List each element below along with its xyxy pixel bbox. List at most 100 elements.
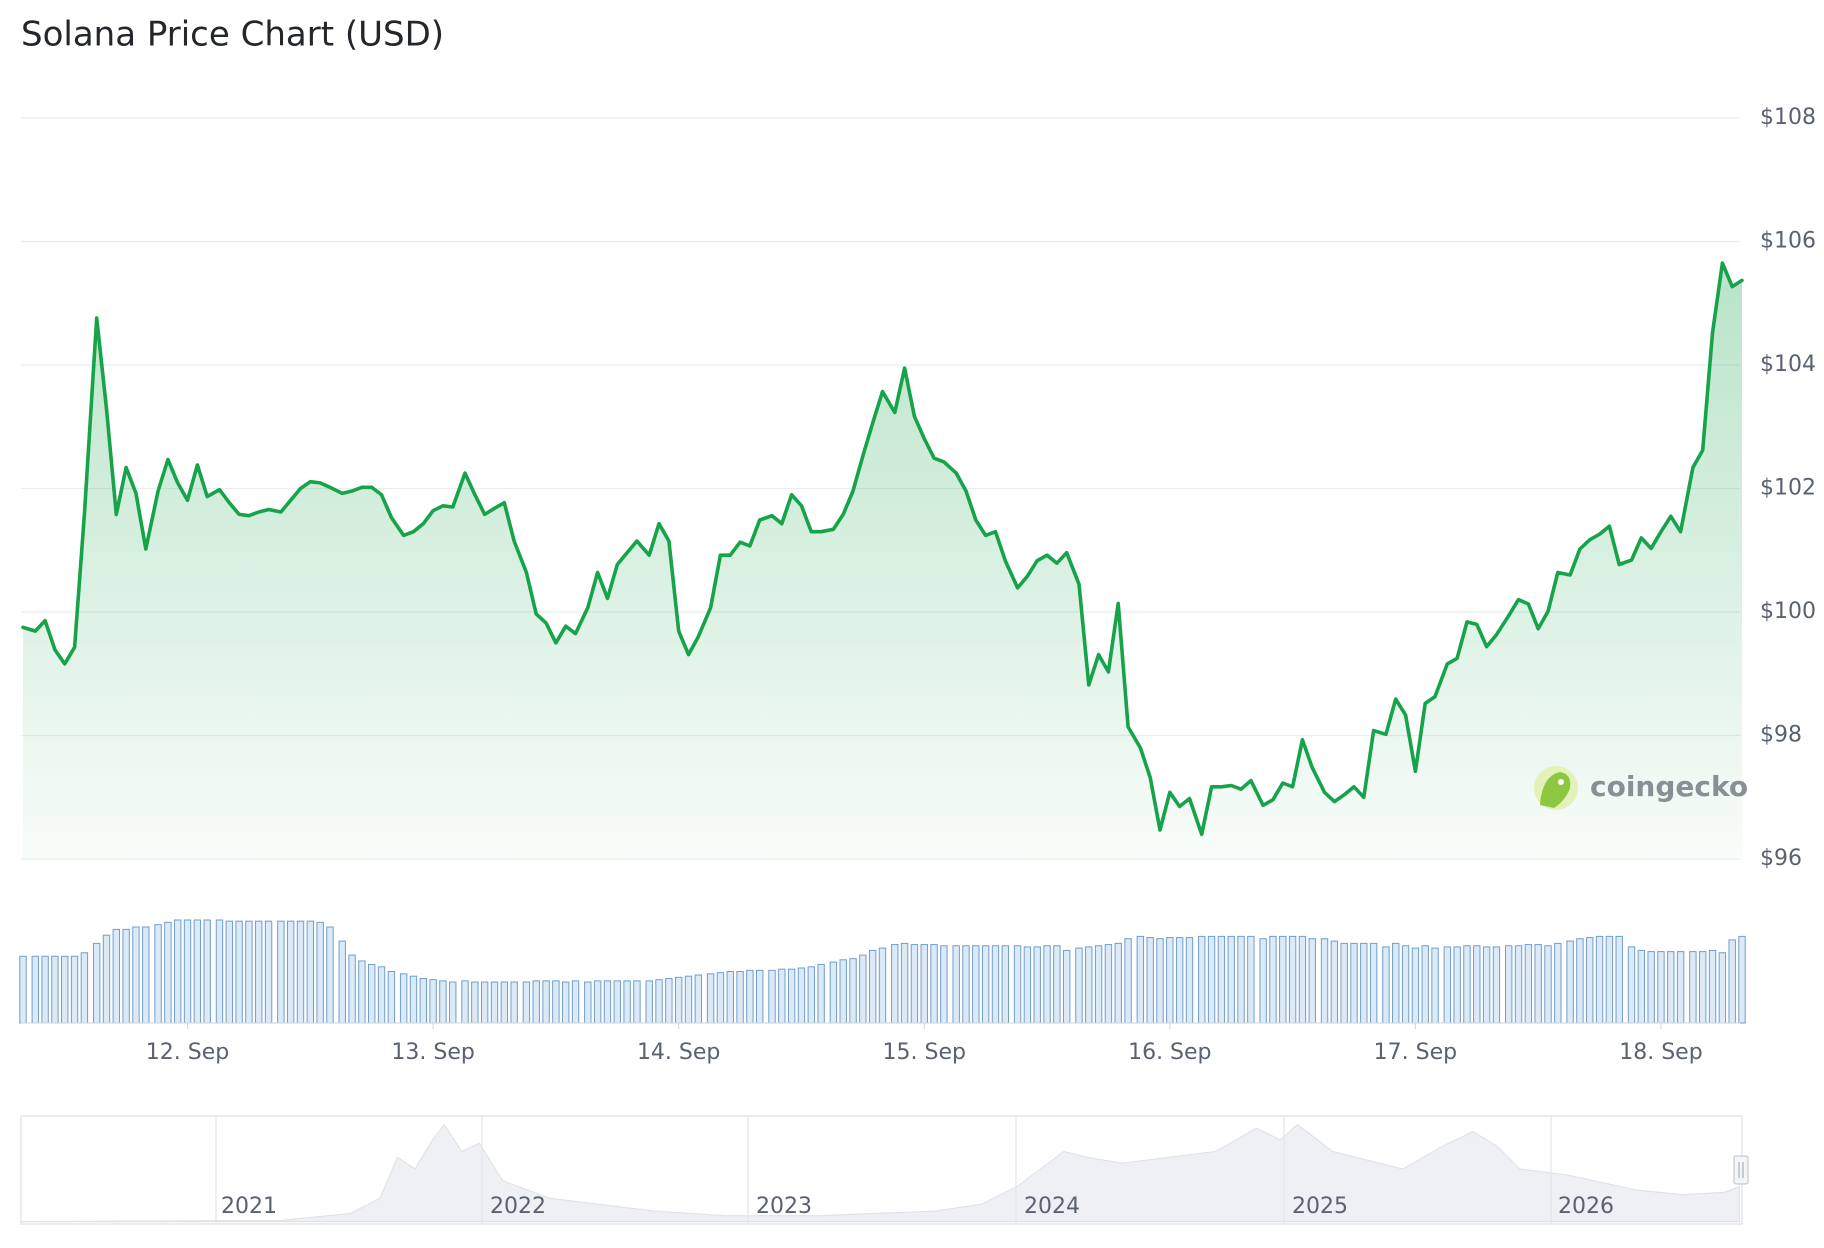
volume-bar [19, 955, 27, 1024]
volume-bar [296, 920, 305, 1024]
volume-bar [1259, 938, 1267, 1024]
volume-bar [326, 926, 334, 1024]
volume-bar [399, 973, 408, 1024]
volume-bar [142, 926, 150, 1024]
y-tick-label: $108 [1760, 105, 1816, 130]
volume-bar [1075, 947, 1083, 1024]
x-tick-label: 14. Sep [637, 1040, 720, 1065]
volume-bar [940, 945, 948, 1024]
volume-bar [665, 978, 673, 1024]
x-tick-label: 15. Sep [883, 1040, 966, 1065]
volume-bar [1534, 944, 1542, 1024]
volume-bar [532, 980, 540, 1024]
volume-bar [1392, 942, 1400, 1024]
volume-bar [674, 976, 683, 1024]
volume-bar [1544, 945, 1552, 1024]
volume-bar [571, 980, 580, 1024]
volume-bar [235, 920, 243, 1024]
volume-bar [1023, 946, 1032, 1024]
volume-bar [736, 971, 744, 1024]
volume-bar [1524, 944, 1533, 1024]
volume-bar [461, 980, 469, 1024]
volume-bar [930, 944, 938, 1024]
volume-bar [449, 981, 457, 1024]
navigator-label: 2024 [1024, 1194, 1080, 1219]
volume-bar [603, 980, 612, 1024]
volume-bar [991, 945, 1000, 1024]
volume-bar [1431, 947, 1439, 1024]
volume-bar [1227, 935, 1235, 1024]
watermark: coingecko [1534, 766, 1748, 810]
price-area [23, 263, 1742, 860]
volume-bar [429, 979, 437, 1024]
volume-bar [1505, 945, 1513, 1024]
y-tick-label: $106 [1760, 229, 1816, 254]
x-tick-label: 18. Sep [1619, 1040, 1702, 1065]
navigator-label: 2022 [490, 1194, 546, 1219]
volume-bar [1738, 935, 1746, 1024]
volume-bar [716, 972, 725, 1024]
volume-bar [1136, 935, 1145, 1024]
navigator-label: 2025 [1292, 1194, 1348, 1219]
volume-bar [1443, 946, 1452, 1024]
volume-bar [542, 980, 550, 1024]
volume-bar [623, 980, 631, 1024]
volume-bar [1124, 938, 1132, 1024]
volume-bar [1298, 935, 1307, 1024]
volume-bar [1699, 951, 1707, 1024]
volume-bar [593, 980, 602, 1024]
volume-bar [706, 973, 715, 1024]
volume-bar [1382, 946, 1390, 1024]
volume-bar [471, 981, 479, 1024]
logo-eye [1558, 779, 1564, 785]
volume-bar [348, 954, 356, 1024]
volume-bar [962, 945, 970, 1024]
volume-bar [1185, 937, 1194, 1024]
navigator-handle[interactable] [1733, 1155, 1749, 1185]
volume-bar [1554, 942, 1562, 1024]
y-tick-label: $100 [1760, 599, 1816, 624]
volume-bar [645, 980, 653, 1024]
volume-bar [132, 926, 140, 1024]
volume-bar [797, 967, 806, 1024]
volume-bar [41, 955, 49, 1024]
volume-bar [768, 969, 776, 1024]
volume-bar [1401, 945, 1410, 1024]
volume-bar [1605, 935, 1614, 1024]
volume-bar [1657, 951, 1665, 1024]
volume-bar [684, 975, 693, 1024]
volume-bar [584, 981, 592, 1024]
volume-bar [839, 959, 847, 1024]
volume-bar [203, 919, 211, 1024]
volume-bar [613, 980, 621, 1024]
navigator [20, 1115, 1749, 1225]
volume-bar [1667, 951, 1675, 1024]
volume-bar [510, 981, 518, 1024]
y-tick-label: $104 [1760, 352, 1816, 377]
x-tick-label: 16. Sep [1128, 1040, 1211, 1065]
volume-bar [859, 954, 867, 1024]
volume-bar [1492, 946, 1501, 1024]
volume-bar [1156, 938, 1164, 1024]
volume-bar [80, 952, 89, 1024]
y-tick-label: $98 [1760, 723, 1802, 748]
volume-bar [746, 969, 754, 1024]
volume-bar [215, 919, 224, 1024]
volume-bar [1453, 946, 1461, 1024]
volume-bar [1094, 945, 1103, 1024]
volume-bar [1001, 945, 1009, 1024]
volume-bar [480, 981, 489, 1024]
volume-bar [1053, 945, 1061, 1024]
volume-bar [1369, 942, 1378, 1024]
volume-bar [377, 966, 386, 1024]
volume-bar [368, 963, 376, 1024]
volume-bar [1207, 935, 1216, 1024]
price-line [21, 261, 1744, 837]
volume-bar [1104, 944, 1113, 1024]
chart-title: Solana Price Chart (USD) [21, 15, 444, 55]
volume-bar [277, 920, 285, 1024]
volume-bar [1576, 938, 1584, 1024]
volume-bar [1728, 939, 1736, 1024]
